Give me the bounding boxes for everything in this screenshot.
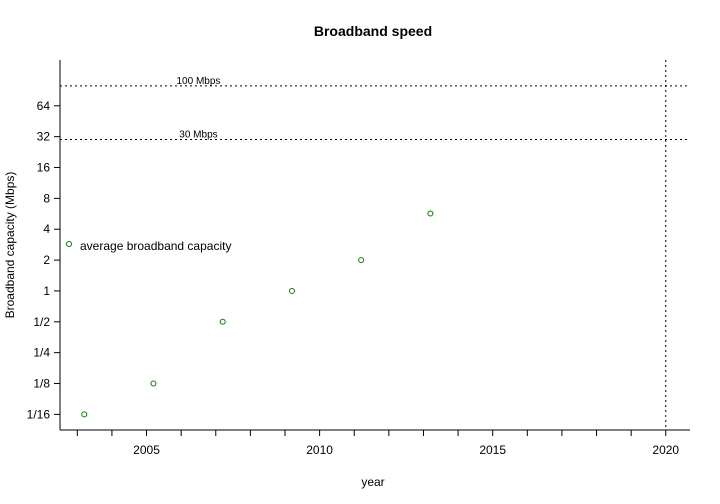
y-tick-label-8: 16 [37,161,51,175]
y-tick-label-6: 4 [43,222,50,236]
x-axis-label: year [361,475,384,489]
chart-title: Broadband speed [314,23,432,39]
reference-lines: 100 Mbps 30 Mbps [60,60,690,430]
x-tick-label-1: 2010 [306,443,333,457]
y-tick-label-1: 1/8 [33,377,50,391]
x-tick-label-2: 2015 [479,443,506,457]
ref-line-label-1: 30 Mbps [179,130,217,141]
y-axis-label: Broadband capacity (Mbps) [3,172,17,319]
data-point-0-4 [358,257,365,264]
y-tick-label-4: 1 [43,284,50,298]
legend: average broadband capacity [66,239,231,253]
legend-marker [66,241,72,247]
x-tick-label-3: 2020 [652,443,679,457]
data-point-0-1 [150,380,157,387]
data-point-0-2 [219,318,226,325]
y-ticks: 1/16 1/8 1/4 1/2 1 2 4 8 16 32 64 [27,99,60,421]
x-ticks: 2005 2010 2015 2020 [76,430,679,457]
ref-line-label-0: 100 Mbps [177,76,221,87]
y-tick-label-2: 1/4 [33,346,50,360]
y-tick-label-3: 1/2 [33,315,50,329]
y-tick-label-5: 2 [43,253,50,267]
data-point-0-3 [288,287,295,294]
y-tick-label-7: 8 [43,191,50,205]
x-tick-label-0: 2005 [133,443,160,457]
y-tick-label-10: 64 [37,99,51,113]
legend-label: average broadband capacity [80,239,231,253]
data-point-0-5 [427,210,434,217]
y-tick-label-9: 32 [37,130,51,144]
data-points [81,210,434,418]
y-tick-label-0: 1/16 [27,407,51,421]
data-point-0-0 [81,411,88,418]
